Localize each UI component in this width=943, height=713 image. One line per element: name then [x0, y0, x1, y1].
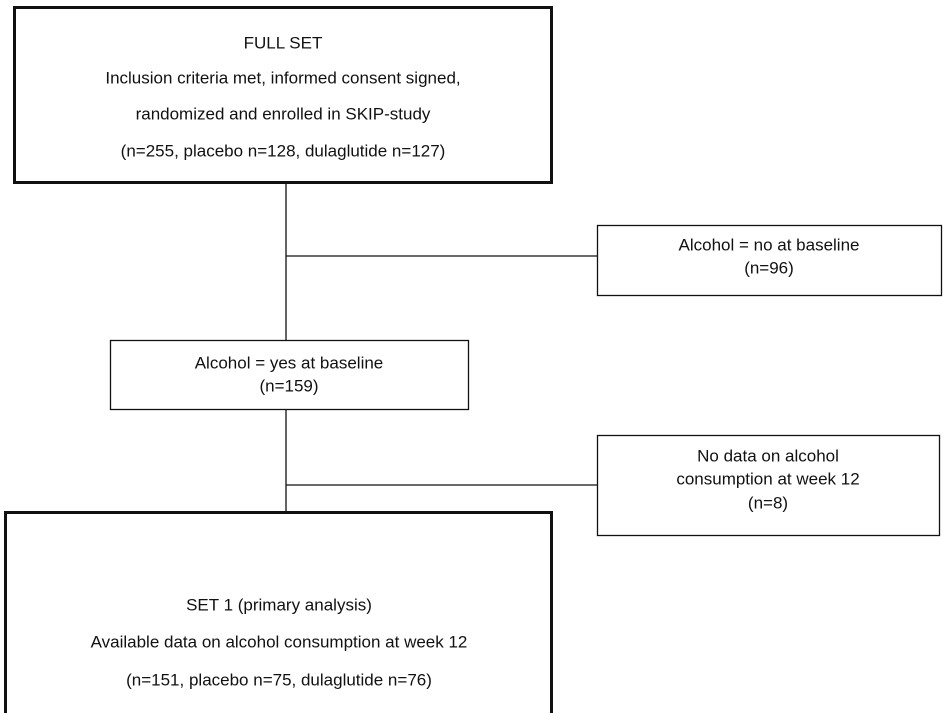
node-text: (n=8)	[748, 493, 788, 512]
node-box	[596, 224, 943, 297]
node-text: (n=151, placebo n=75, dulaglutide n=76)	[126, 670, 432, 689]
node-text: (n=159)	[259, 376, 318, 395]
node-text: consumption at week 12	[676, 469, 859, 488]
node-box	[109, 339, 470, 411]
node-text: (n=96)	[744, 258, 794, 277]
node-box	[13, 6, 553, 184]
node-text: Alcohol = yes at baseline	[195, 353, 384, 372]
node-text: Inclusion criteria met, informed consent…	[105, 68, 460, 87]
node-text: SET 1 (primary analysis)	[186, 595, 372, 614]
node-box	[596, 434, 941, 537]
node-text: randomized and enrolled in SKIP-study	[136, 104, 431, 123]
node-text: Alcohol = no at baseline	[679, 235, 860, 254]
node-text: FULL SET	[244, 33, 323, 52]
node-text: No data on alcohol	[697, 446, 839, 465]
node-box	[4, 511, 553, 713]
node-text: (n=255, placebo n=128, dulaglutide n=127…	[121, 141, 446, 160]
node-text: Available data on alcohol consumption at…	[91, 632, 468, 651]
